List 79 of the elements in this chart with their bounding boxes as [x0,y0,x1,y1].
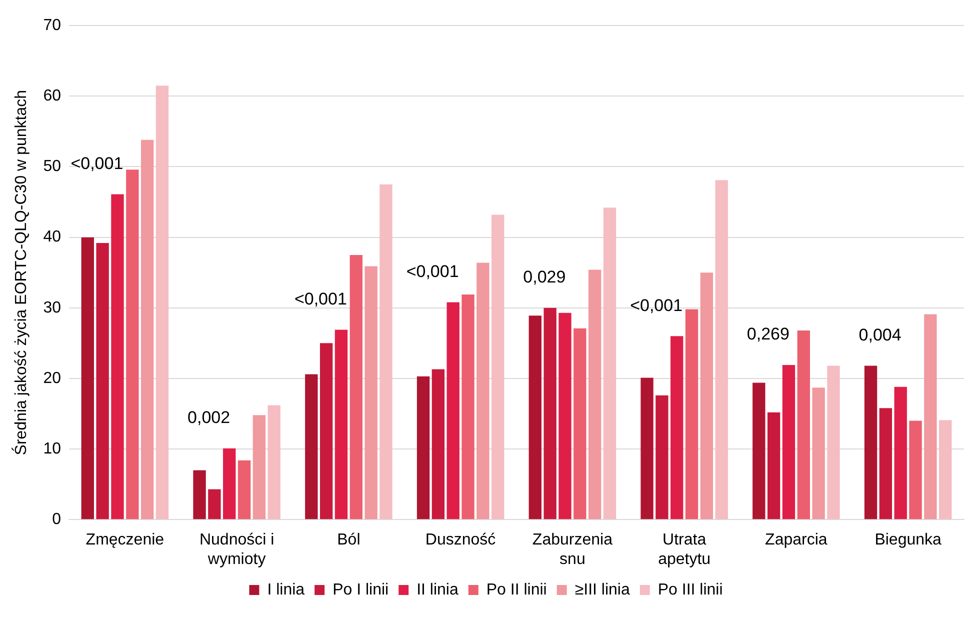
bar [350,254,362,520]
bar [700,272,714,520]
y-tick-label: 70 [43,17,62,34]
bar [81,237,94,520]
y-axis-title: Średnia jakość życia EORTC-QLQ-C30 w punktach [11,90,30,456]
bar [492,214,504,520]
bar [782,365,796,520]
annotation: <0,001 [294,289,347,308]
bar [476,262,490,520]
legend-label: Po II linii [486,581,547,598]
bar [603,208,616,520]
annotation: <0,001 [70,154,124,173]
bar [939,420,952,520]
legend-label: I linia [267,581,305,598]
bar [879,408,892,520]
bar [446,302,460,520]
bar [588,270,602,520]
bar [193,470,206,520]
bar [208,489,221,520]
annotation: <0,001 [406,262,459,281]
bar [156,86,169,520]
bar [305,374,318,520]
y-tick-label: 40 [43,228,62,246]
bar [462,294,474,520]
bar [767,412,780,520]
bar [909,420,922,520]
bar [715,180,728,520]
annotation: 0,029 [523,268,566,287]
legend-label: Po I linii [332,581,389,598]
annotation: 0,002 [188,408,230,428]
bar [334,330,348,520]
x-tick-label: Zmęczenie [86,532,164,549]
legend-label: Po III linii [658,581,723,598]
bar [96,242,109,520]
legend-label: II linia [416,581,458,598]
bar [544,308,556,520]
x-tick-label: Ból [337,532,360,549]
y-tick-label: 10 [43,440,62,458]
bar [827,366,840,520]
bar [380,184,392,520]
y-tick-label: 60 [43,88,62,105]
annotation: 0,269 [746,324,790,344]
bar [894,386,907,520]
legend-label: ≥III linia [574,581,630,598]
bar [685,309,698,520]
bar [252,415,266,520]
x-tick-label: Utrata apetytu [658,532,711,568]
x-tick-label: Duszność [425,532,496,549]
bar [670,336,684,520]
bar [528,316,542,520]
bar [432,369,445,520]
bar [416,376,430,520]
bar [752,382,766,520]
bar [111,194,124,520]
bar [364,266,378,520]
bar [812,388,825,520]
bar [924,314,937,520]
bar [656,395,668,520]
bar [574,328,586,520]
bar [126,170,139,520]
bar [238,460,251,520]
x-tick-label: Biegunka [874,532,942,549]
annotation: 0,004 [858,325,902,344]
bar [864,366,878,520]
bar [268,405,280,520]
bar [558,312,572,520]
bar [640,378,654,520]
bar [320,343,333,520]
y-tick-label: 50 [43,158,62,176]
y-tick-label: 0 [52,511,62,528]
x-tick-label: Nudności i wymioty [199,532,274,568]
bar [140,140,154,520]
y-tick-label: 20 [43,370,62,387]
bar [223,448,236,520]
bar [797,330,810,520]
x-tick-label: Zaparcia [765,532,828,549]
annotation: <0,001 [630,296,683,315]
y-tick-label: 30 [43,299,62,316]
x-tick-label: Zaburzenia snu [532,532,613,568]
